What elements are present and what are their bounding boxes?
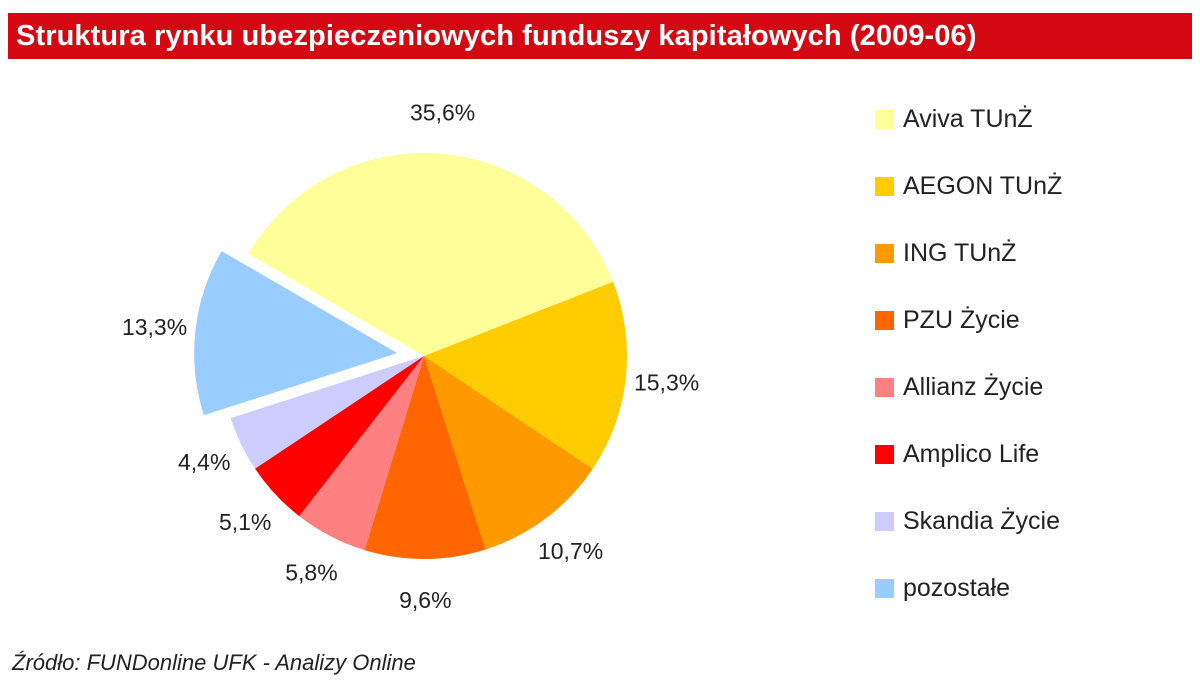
pie-slice-6: [255, 356, 424, 517]
legend-label-3: ING TUnŻ: [903, 239, 1017, 267]
legend-swatch-1: [875, 110, 894, 129]
legend-item-1: Aviva TUnŻ: [875, 86, 1195, 153]
pie-slice-1: [248, 153, 613, 356]
slice-label-3: 10,7%: [538, 538, 603, 564]
slice-label-5: 5,8%: [285, 559, 337, 585]
legend-item-3: ING TUnŻ: [875, 220, 1195, 287]
slice-label-4: 9,6%: [399, 587, 451, 613]
legend-item-4: PZU Życie: [875, 287, 1195, 354]
legend-label-7: Skandia Życie: [903, 507, 1061, 535]
legend-item-8: pozostałe: [875, 555, 1195, 622]
legend-label-2: AEGON TUnŻ: [903, 172, 1063, 200]
legend-swatch-6: [875, 445, 894, 464]
legend-label-6: Amplico Life: [903, 440, 1040, 468]
slice-label-1: 35,6%: [410, 100, 475, 126]
title-bar: Struktura rynku ubezpieczeniowych fundus…: [8, 13, 1192, 59]
chart-title: Struktura rynku ubezpieczeniowych fundus…: [16, 19, 977, 52]
legend-label-8: pozostałe: [903, 574, 1011, 602]
legend-item-7: Skandia Życie: [875, 488, 1195, 555]
legend-swatch-5: [875, 378, 894, 397]
legend-swatch-4: [875, 311, 894, 330]
legend-swatch-7: [875, 512, 894, 531]
source-note: Źródło: FUNDonline UFK - Analizy Online: [12, 650, 416, 675]
slice-label-7: 4,4%: [178, 449, 230, 475]
slice-label-2: 15,3%: [634, 369, 699, 395]
pie-slice-8: [194, 251, 398, 416]
legend-swatch-2: [875, 177, 894, 196]
legend-item-6: Amplico Life: [875, 421, 1195, 488]
pie-slice-3: [424, 356, 593, 550]
pie-slice-2: [424, 281, 627, 469]
pie-slice-4: [364, 356, 486, 559]
legend-label-4: PZU Życie: [903, 306, 1020, 334]
slice-label-6: 5,1%: [219, 509, 271, 535]
legend-swatch-3: [875, 244, 894, 263]
legend-label-1: Aviva TUnŻ: [903, 105, 1033, 133]
legend-swatch-8: [875, 579, 894, 598]
slice-label-8: 13,3%: [122, 314, 187, 340]
pie-slice-5: [299, 356, 424, 551]
legend-item-5: Allianz Życie: [875, 354, 1195, 421]
legend-label-5: Allianz Życie: [903, 373, 1044, 401]
pie-slice-7: [230, 356, 424, 469]
legend: Aviva TUnŻ AEGON TUnŻ ING TUnŻ PZU Życie All…: [875, 86, 1195, 622]
legend-item-2: AEGON TUnŻ: [875, 153, 1195, 220]
